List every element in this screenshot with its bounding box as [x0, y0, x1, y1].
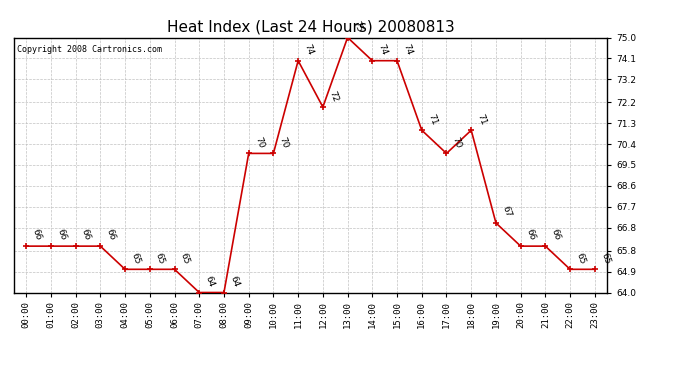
Text: 70: 70 — [277, 135, 290, 149]
Text: 74: 74 — [302, 43, 315, 57]
Text: 66: 66 — [549, 228, 562, 242]
Text: 65: 65 — [599, 251, 611, 265]
Text: 74: 74 — [377, 43, 389, 57]
Text: 64: 64 — [204, 274, 216, 288]
Text: 72: 72 — [327, 89, 339, 103]
Text: 64: 64 — [228, 274, 241, 288]
Text: 66: 66 — [80, 228, 92, 242]
Text: 65: 65 — [179, 251, 191, 265]
Text: 74: 74 — [401, 43, 413, 57]
Text: Copyright 2008 Cartronics.com: Copyright 2008 Cartronics.com — [17, 45, 161, 54]
Text: 66: 66 — [104, 228, 117, 242]
Text: 70: 70 — [253, 135, 265, 149]
Text: 70: 70 — [451, 135, 463, 149]
Text: 66: 66 — [525, 228, 538, 242]
Title: Heat Index (Last 24 Hours) 20080813: Heat Index (Last 24 Hours) 20080813 — [166, 20, 455, 35]
Text: 65: 65 — [154, 251, 166, 265]
Text: 71: 71 — [475, 112, 488, 126]
Text: 75: 75 — [352, 20, 364, 33]
Text: 66: 66 — [55, 228, 68, 242]
Text: 66: 66 — [30, 228, 43, 242]
Text: 71: 71 — [426, 112, 438, 126]
Text: 65: 65 — [574, 251, 586, 265]
Text: 67: 67 — [500, 205, 513, 219]
Text: 65: 65 — [129, 251, 141, 265]
